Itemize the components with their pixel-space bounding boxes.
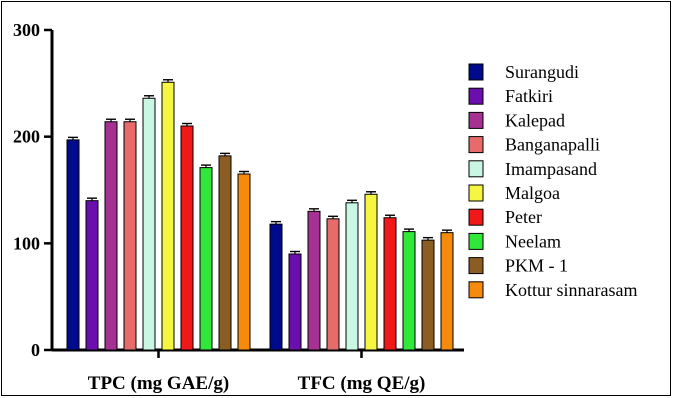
x-category-label: TPC (mg GAE/g): [88, 373, 229, 394]
bar: [237, 173, 251, 351]
legend-label: Kalepad: [505, 110, 565, 130]
bar: [161, 81, 175, 351]
legend-swatch: [468, 208, 484, 226]
legend-swatch: [468, 87, 484, 105]
bar: [421, 239, 435, 351]
bar: [345, 202, 359, 351]
bars: [66, 79, 454, 351]
legend-swatch: [468, 257, 484, 275]
legend-label: Malgoa: [505, 183, 560, 203]
bar: [66, 139, 80, 351]
x-category-label: TFC (mg QE/g): [298, 373, 426, 394]
legend-label: Surangudi: [505, 62, 579, 82]
bar: [440, 232, 454, 351]
bar: [288, 253, 302, 351]
bar: [402, 231, 416, 351]
bar: [123, 121, 137, 351]
bar: [269, 223, 283, 351]
y-axis: 0 100 200 300: [13, 20, 54, 360]
bar: [307, 210, 321, 351]
bar: [383, 217, 397, 351]
legend-label: Peter: [505, 207, 542, 227]
bar: [142, 97, 156, 351]
legend-swatch: [468, 281, 484, 299]
bar: [364, 193, 378, 351]
y-tick-label: 100: [13, 233, 40, 253]
legend-swatch: [468, 160, 484, 178]
x-axis: TPC (mg GAE/g) TFC (mg QE/g): [52, 348, 464, 394]
y-tick-label: 300: [13, 20, 40, 40]
bar: [199, 167, 213, 351]
legend-label: PKM - 1: [505, 256, 568, 276]
legend-swatch: [468, 136, 484, 154]
legend-swatch: [468, 111, 484, 129]
legend-label: Fatkiri: [505, 86, 553, 106]
bar: [85, 200, 99, 351]
legend-label: Banganapalli: [505, 135, 600, 155]
legend-swatch: [468, 184, 484, 202]
y-tick-label: 200: [13, 127, 40, 147]
legend-label: Imampasand: [505, 159, 597, 179]
bar: [180, 125, 194, 351]
legend-swatch: [468, 232, 484, 250]
bar: [326, 218, 340, 351]
legend-label: Neelam: [505, 231, 561, 251]
legend-label: Kottur sinnarasam: [505, 280, 637, 300]
legend-swatch: [468, 63, 484, 81]
bar: [104, 121, 118, 351]
y-tick-label: 0: [31, 340, 40, 360]
legend: Surangudi Fatkiri Kalepad Banganapalli Imamp…: [468, 62, 637, 300]
bar: [218, 155, 232, 351]
